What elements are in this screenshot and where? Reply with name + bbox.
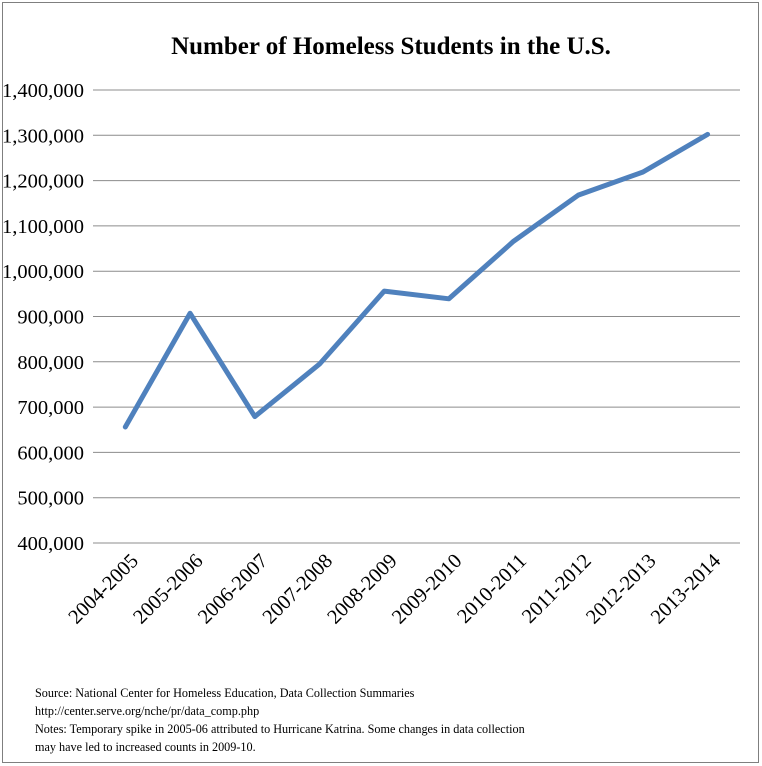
note-line-1: Notes: Temporary spike in 2005-06 attrib… <box>35 722 525 736</box>
x-tick-label: 2004-2005 <box>65 550 143 628</box>
x-axis-tick-labels: 2004-20052005-20062006-20072007-20082008… <box>65 550 726 628</box>
x-tick-label: 2008-2009 <box>323 550 401 628</box>
y-tick-label: 900,000 <box>17 307 84 329</box>
y-tick-label: 800,000 <box>17 352 84 374</box>
y-tick-label: 1,100,000 <box>2 216 84 238</box>
note-line-2: may have led to increased counts in 2009… <box>35 740 256 754</box>
x-tick-label: 2009-2010 <box>388 550 466 628</box>
x-tick-label: 2010-2011 <box>453 550 531 628</box>
x-tick-label: 2013-2014 <box>647 550 725 628</box>
x-tick-label: 2005-2006 <box>129 550 207 628</box>
y-tick-label: 1,000,000 <box>2 261 84 283</box>
x-tick-label: 2006-2007 <box>194 550 272 628</box>
chart-title: Number of Homeless Students in the U.S. <box>171 33 611 60</box>
chart-notes: Source: National Center for Homeless Edu… <box>35 684 735 756</box>
y-tick-label: 700,000 <box>17 397 84 419</box>
series-group <box>122 131 711 430</box>
x-tick-label: 2012-2013 <box>582 550 660 628</box>
y-axis-tick-labels: 400,000 500,000 600,000 700,000 800,000 900,0… <box>2 80 84 555</box>
source-url: http://center.serve.org/nche/pr/data_com… <box>35 704 260 718</box>
y-tick-label: 500,000 <box>17 488 84 510</box>
y-tick-label: 1,200,000 <box>2 171 84 193</box>
gridlines <box>93 89 740 544</box>
line-chart: Number of Homeless Students in the U.S. … <box>2 33 740 628</box>
x-tick-label: 2007-2008 <box>259 550 337 628</box>
y-tick-label: 1,300,000 <box>2 125 84 147</box>
series-line <box>122 131 711 430</box>
y-tick-label: 600,000 <box>17 442 84 464</box>
source-note: Source: National Center for Homeless Edu… <box>35 686 415 700</box>
y-tick-label: 1,400,000 <box>2 80 84 102</box>
y-tick-label: 400,000 <box>17 533 84 555</box>
